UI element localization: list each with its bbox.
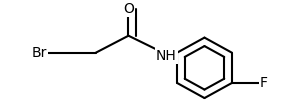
Text: Br: Br xyxy=(32,46,47,60)
Text: F: F xyxy=(260,76,268,90)
Text: O: O xyxy=(123,2,134,16)
Text: NH: NH xyxy=(156,49,176,63)
